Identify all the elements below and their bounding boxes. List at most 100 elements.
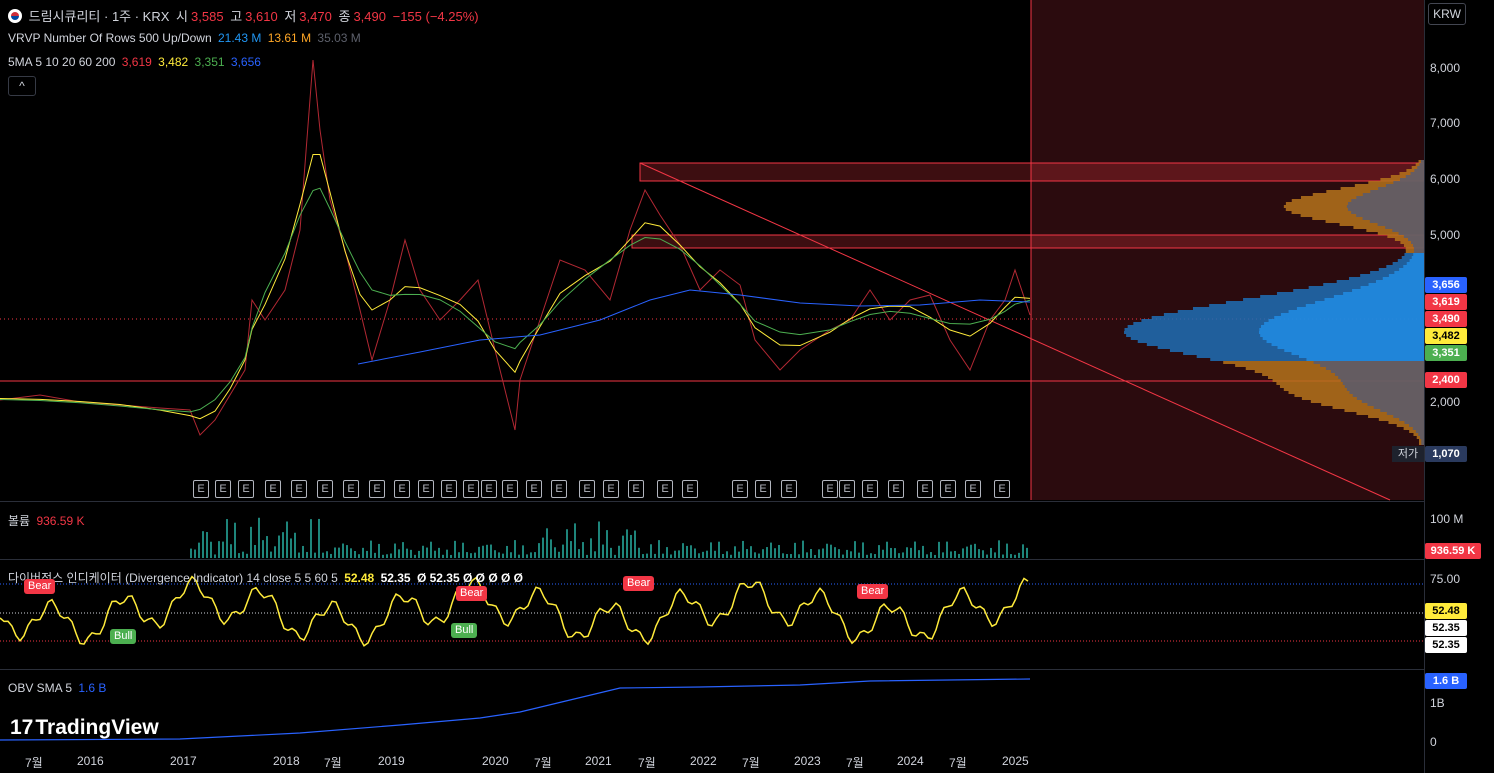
low-tag-value: 1,070 xyxy=(1425,446,1467,462)
volume-legend[interactable]: 볼륨 936.59 K xyxy=(8,514,85,528)
earnings-marker[interactable]: E xyxy=(441,480,457,498)
earnings-marker[interactable]: E xyxy=(481,480,497,498)
time-axis-label: 2025 xyxy=(1002,754,1029,768)
time-axis-label: 2016 xyxy=(77,754,104,768)
volume-profile xyxy=(1124,160,1424,445)
time-axis-label: 2021 xyxy=(585,754,612,768)
earnings-marker[interactable]: E xyxy=(193,480,209,498)
bear-signal: Bear xyxy=(857,584,889,599)
earnings-marker[interactable]: E xyxy=(238,480,254,498)
korea-flag-icon xyxy=(8,9,22,23)
pane-separator[interactable] xyxy=(0,669,1424,670)
earnings-marker[interactable]: E xyxy=(502,480,518,498)
tradingview-logo[interactable]: 17TradingView xyxy=(10,716,159,739)
sma-legend[interactable]: 5MA 5 10 20 60 200 3,619 3,482 3,351 3,6… xyxy=(8,55,261,69)
pane-separator[interactable] xyxy=(0,501,1424,502)
earnings-marker[interactable]: E xyxy=(291,480,307,498)
time-axis-label: 2017 xyxy=(170,754,197,768)
price-tag-sma20: 3,482 xyxy=(1425,328,1467,344)
price-tag-support: 2,400 xyxy=(1425,372,1467,388)
earnings-marker[interactable]: E xyxy=(732,480,748,498)
obv-axis-label: 0 xyxy=(1430,735,1437,749)
time-axis-label: 2024 xyxy=(897,754,924,768)
time-axis-label: 7월 xyxy=(846,756,864,770)
obv-tag: 1.6 B xyxy=(1425,673,1467,689)
high-value: 3,610 xyxy=(245,9,278,24)
divergence-tag-3: 52.35 xyxy=(1425,637,1467,653)
price-axis-border xyxy=(1424,0,1425,773)
obv-legend[interactable]: OBV SMA 5 1.6 B xyxy=(8,681,107,695)
time-axis-label: 2023 xyxy=(794,754,821,768)
price-axis-label: 2,000 xyxy=(1430,395,1461,409)
time-axis-label: 2018 xyxy=(273,754,300,768)
time-axis-label: 2022 xyxy=(690,754,717,768)
chevron-up-icon: ^ xyxy=(19,79,25,93)
volume-axis-label: 100 M xyxy=(1430,512,1464,526)
time-axis-label: 7월 xyxy=(25,756,43,770)
earnings-marker[interactable]: E xyxy=(579,480,595,498)
bear-signal: Bear xyxy=(456,586,488,601)
symbol-legend: 드림시큐리티 · 1주 · KRX 시 3,585 고 3,610 저 3,470 종… xyxy=(8,6,482,25)
price-tag-sma5: 3,619 xyxy=(1425,294,1467,310)
earnings-marker[interactable]: E xyxy=(940,480,956,498)
price-axis-label: 5,000 xyxy=(1430,228,1461,242)
earnings-marker[interactable]: E xyxy=(965,480,981,498)
earnings-marker[interactable]: E xyxy=(317,480,333,498)
divergence-tag-1: 52.48 xyxy=(1425,603,1467,619)
tradingview-icon: 17 xyxy=(10,716,34,739)
change-value: −155 (−4.25%) xyxy=(392,9,479,24)
time-axis-label: 7월 xyxy=(949,756,967,770)
low-value: 3,470 xyxy=(299,9,332,24)
bear-signal: Bear xyxy=(24,579,56,594)
divergence-tag-2: 52.35 xyxy=(1425,620,1467,636)
earnings-marker[interactable]: E xyxy=(994,480,1010,498)
price-tag-sma60: 3,351 xyxy=(1425,345,1467,361)
vrvp-legend[interactable]: VRVP Number Of Rows 500 Up/Down 21.43 M … xyxy=(8,31,361,45)
time-axis-label: 7월 xyxy=(534,756,552,770)
price-chart[interactable] xyxy=(0,0,1424,773)
earnings-marker[interactable]: E xyxy=(394,480,410,498)
earnings-marker[interactable]: E xyxy=(682,480,698,498)
collapse-legend-button[interactable]: ^ xyxy=(8,76,36,96)
earnings-marker[interactable]: E xyxy=(265,480,281,498)
divergence-axis-label: 75.00 xyxy=(1430,572,1461,586)
earnings-marker[interactable]: E xyxy=(862,480,878,498)
earnings-marker[interactable]: E xyxy=(215,480,231,498)
earnings-marker[interactable]: E xyxy=(917,480,933,498)
pane-separator[interactable] xyxy=(0,559,1424,560)
earnings-marker[interactable]: E xyxy=(526,480,542,498)
time-axis-label: 2020 xyxy=(482,754,509,768)
divergence-legend[interactable]: 다이버전스 인디케이터 (Divergence Indicator) 14 cl… xyxy=(8,571,523,585)
bull-signal: Bull xyxy=(110,629,137,644)
close-value: 3,490 xyxy=(353,9,386,24)
volume-tag: 936.59 K xyxy=(1425,543,1481,559)
earnings-marker[interactable]: E xyxy=(369,480,385,498)
earnings-marker[interactable]: E xyxy=(781,480,797,498)
low-tag-label: 저가 xyxy=(1392,446,1424,462)
earnings-marker[interactable]: E xyxy=(888,480,904,498)
open-value: 3,585 xyxy=(191,9,224,24)
price-axis-label: 8,000 xyxy=(1430,61,1461,75)
symbol-name[interactable]: 드림시큐리티 · 1주 · KRX xyxy=(28,9,170,24)
earnings-marker[interactable]: E xyxy=(822,480,838,498)
earnings-marker[interactable]: E xyxy=(551,480,567,498)
price-axis-label: 6,000 xyxy=(1430,172,1461,186)
earnings-marker[interactable]: E xyxy=(418,480,434,498)
currency-button[interactable]: KRW xyxy=(1428,3,1466,25)
earnings-marker[interactable]: E xyxy=(628,480,644,498)
bull-signal: Bull xyxy=(451,623,478,638)
bear-signal: Bear xyxy=(623,576,655,591)
time-axis-label: 7월 xyxy=(324,756,342,770)
earnings-marker[interactable]: E xyxy=(657,480,673,498)
earnings-marker[interactable]: E xyxy=(755,480,771,498)
price-tag-last: 3,490 xyxy=(1425,311,1467,327)
earnings-marker[interactable]: E xyxy=(463,480,479,498)
price-axis-label: 7,000 xyxy=(1430,116,1461,130)
time-axis-label: 7월 xyxy=(742,756,760,770)
earnings-marker[interactable]: E xyxy=(839,480,855,498)
obv-axis-label: 1B xyxy=(1430,696,1445,710)
earnings-marker[interactable]: E xyxy=(343,480,359,498)
earnings-marker[interactable]: E xyxy=(603,480,619,498)
time-axis-label: 7월 xyxy=(638,756,656,770)
price-tag-sma200: 3,656 xyxy=(1425,277,1467,293)
